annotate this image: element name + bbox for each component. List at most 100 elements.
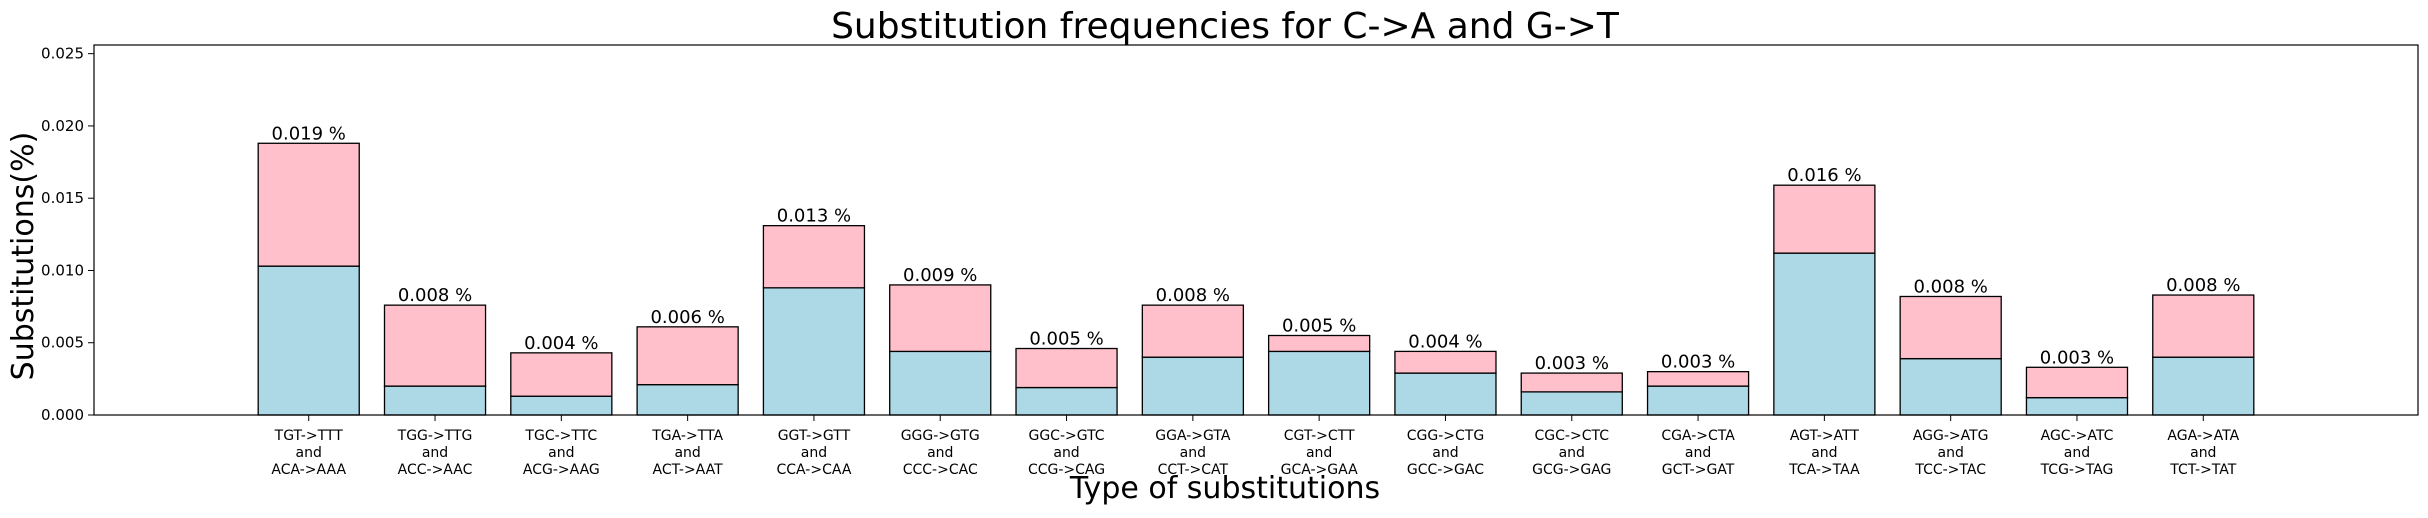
x-tick-label-10-line-2: and — [1432, 445, 1458, 461]
y-tick-label-6: 0.025 — [41, 45, 84, 63]
x-tick-label-8-line-2: and — [1180, 445, 1206, 461]
x-tick-label-4-line-1: TGA->TTA — [651, 428, 723, 444]
data-label-12: 0.003 % — [1661, 352, 1735, 373]
bar-segment-1-7 — [1015, 386, 1118, 416]
data-label-13: 0.016 % — [1787, 165, 1861, 186]
data-label-14: 0.008 % — [1913, 276, 1987, 297]
bar-segment-1-16 — [2152, 356, 2255, 416]
x-tick-label-15-line-2: and — [2064, 445, 2090, 461]
bar-segment-1-9 — [1267, 350, 1371, 416]
x-tick-label-2-line-1: TGG->TTG — [397, 428, 473, 444]
x-tick-label-3-line-3: ACG->AAG — [523, 462, 600, 478]
bar-segment-1-10 — [1394, 372, 1497, 416]
bar-segment-2-16 — [2152, 294, 2255, 358]
x-tick-label-13-line-1: AGT->ATT — [1790, 428, 1860, 444]
bar-segment-1-14 — [1899, 357, 2002, 416]
y-tick-label-2: 0.005 — [41, 334, 84, 352]
x-tick-label-1-line-1: TGT->TTT — [274, 428, 344, 444]
bar-segment-2-6 — [889, 284, 992, 353]
bar-segment-1-3 — [510, 395, 613, 416]
x-tick-label-6-line-1: GGG->GTG — [901, 428, 980, 444]
bar-segment-2-3 — [510, 352, 613, 397]
data-label-4: 0.006 % — [650, 307, 724, 328]
chart-title: Substitution frequencies for C->A and G-… — [831, 6, 1620, 47]
data-label-15: 0.003 % — [2040, 347, 2114, 368]
x-tick-label-12-line-3: GCT->GAT — [1662, 462, 1735, 478]
x-tick-label-7-line-1: GGC->GTC — [1028, 428, 1104, 444]
bar-segment-2-12 — [1646, 370, 1750, 387]
bar-segment-2-9 — [1267, 334, 1371, 353]
x-tick-label-7-line-3: CCG->CAG — [1028, 462, 1105, 478]
bar-segment-2-11 — [1520, 372, 1623, 393]
bar-segment-2-8 — [1141, 304, 1245, 358]
data-label-6: 0.009 % — [903, 265, 977, 286]
x-tick-label-11-line-2: and — [1559, 445, 1585, 461]
x-tick-label-4-line-2: and — [674, 445, 700, 461]
x-tick-label-14-line-3: TCC->TAC — [1914, 462, 1986, 478]
bar-segment-2-5 — [762, 225, 866, 289]
x-tick-label-1-line-2: and — [296, 445, 322, 461]
y-tick-label-1: 0.000 — [41, 406, 84, 424]
x-tick-label-14-line-2: and — [1938, 445, 1964, 461]
bar-segment-1-12 — [1646, 385, 1750, 416]
y-axis-label: Substitutions(%) — [6, 132, 41, 381]
y-ticks-layer: 0.000 0.005 0.010 0.015 0.020 0.025 — [41, 45, 94, 424]
data-label-8: 0.008 % — [1156, 285, 1230, 306]
x-tick-label-15-line-3: TCG->TAG — [2040, 462, 2114, 478]
x-tick-label-12-line-2: and — [1685, 445, 1711, 461]
x-axis-label: Type of substitutions — [1069, 471, 1380, 506]
x-tick-label-7-line-2: and — [1053, 445, 1079, 461]
x-tick-label-11-line-1: CGC->CTC — [1535, 428, 1610, 444]
plot-frame — [93, 44, 2419, 416]
bar-segment-2-2 — [383, 304, 487, 387]
x-tick-label-13-line-2: and — [1811, 445, 1837, 461]
x-tick-label-16-line-3: TCT->TAT — [2169, 462, 2237, 478]
x-tick-label-4-line-3: ACT->AAT — [653, 462, 724, 478]
data-label-16: 0.008 % — [2166, 275, 2240, 296]
bar-segment-1-15 — [2025, 397, 2129, 416]
x-tick-label-2-line-3: ACC->AAC — [398, 462, 473, 478]
x-tick-label-14-line-1: AGG->ATG — [1913, 428, 1989, 444]
bar-segment-1-11 — [1520, 391, 1623, 416]
data-label-11: 0.003 % — [1535, 353, 1609, 374]
x-tick-label-16-line-1: AGA->ATA — [2167, 428, 2239, 444]
data-label-5: 0.013 % — [777, 206, 851, 227]
data-label-2: 0.008 % — [398, 285, 472, 306]
data-label-3: 0.004 % — [524, 333, 598, 354]
bar-segment-1-13 — [1773, 252, 1876, 416]
x-tick-label-1-line-3: ACA->AAA — [271, 462, 346, 478]
bar-segment-1-8 — [1141, 356, 1245, 416]
x-tick-label-16-line-2: and — [2190, 445, 2216, 461]
data-label-1: 0.019 % — [272, 123, 346, 144]
bar-segment-1-6 — [889, 350, 992, 416]
x-tick-label-5-line-3: CCA->CAA — [776, 462, 851, 478]
x-tick-label-12-line-1: CGA->CTA — [1661, 428, 1735, 444]
bar-segment-1-1 — [257, 265, 360, 416]
x-tick-label-9-line-3: GCA->GAA — [1281, 462, 1358, 478]
bars-layer — [257, 142, 2255, 416]
x-tick-label-13-line-3: TCA->TAA — [1788, 462, 1860, 478]
x-tick-label-15-line-1: AGC->ATC — [2041, 428, 2114, 444]
bar-segment-2-1 — [257, 142, 360, 267]
x-tick-label-6-line-3: CCC->CAC — [903, 462, 978, 478]
x-tick-label-11-line-3: GCG->GAG — [1532, 462, 1611, 478]
x-ticks-layer: TGT->TTTandACA->AAATGG->TTGandACC->AACTG… — [271, 415, 2240, 478]
x-tick-label-8-line-3: CCT->CAT — [1158, 462, 1229, 478]
x-tick-label-9-line-1: CGT->CTT — [1284, 428, 1355, 444]
data-label-7: 0.005 % — [1029, 329, 1103, 350]
x-tick-label-6-line-2: and — [927, 445, 953, 461]
data-label-9: 0.005 % — [1282, 316, 1356, 337]
data-label-10: 0.004 % — [1408, 331, 1482, 352]
x-tick-label-8-line-1: GGA->GTA — [1155, 428, 1231, 444]
x-tick-label-5-line-1: GGT->GTT — [778, 428, 851, 444]
bar-segment-1-4 — [636, 383, 739, 416]
bar-segment-2-15 — [2025, 366, 2129, 399]
x-tick-label-9-line-2: and — [1306, 445, 1332, 461]
x-tick-label-10-line-1: CGG->CTG — [1407, 428, 1484, 444]
bar-segment-2-10 — [1394, 350, 1497, 374]
x-tick-label-3-line-1: TGC->TTC — [524, 428, 597, 444]
bar-segment-1-2 — [383, 385, 487, 416]
bar-segment-2-4 — [636, 326, 739, 386]
y-tick-label-5: 0.020 — [41, 117, 84, 135]
